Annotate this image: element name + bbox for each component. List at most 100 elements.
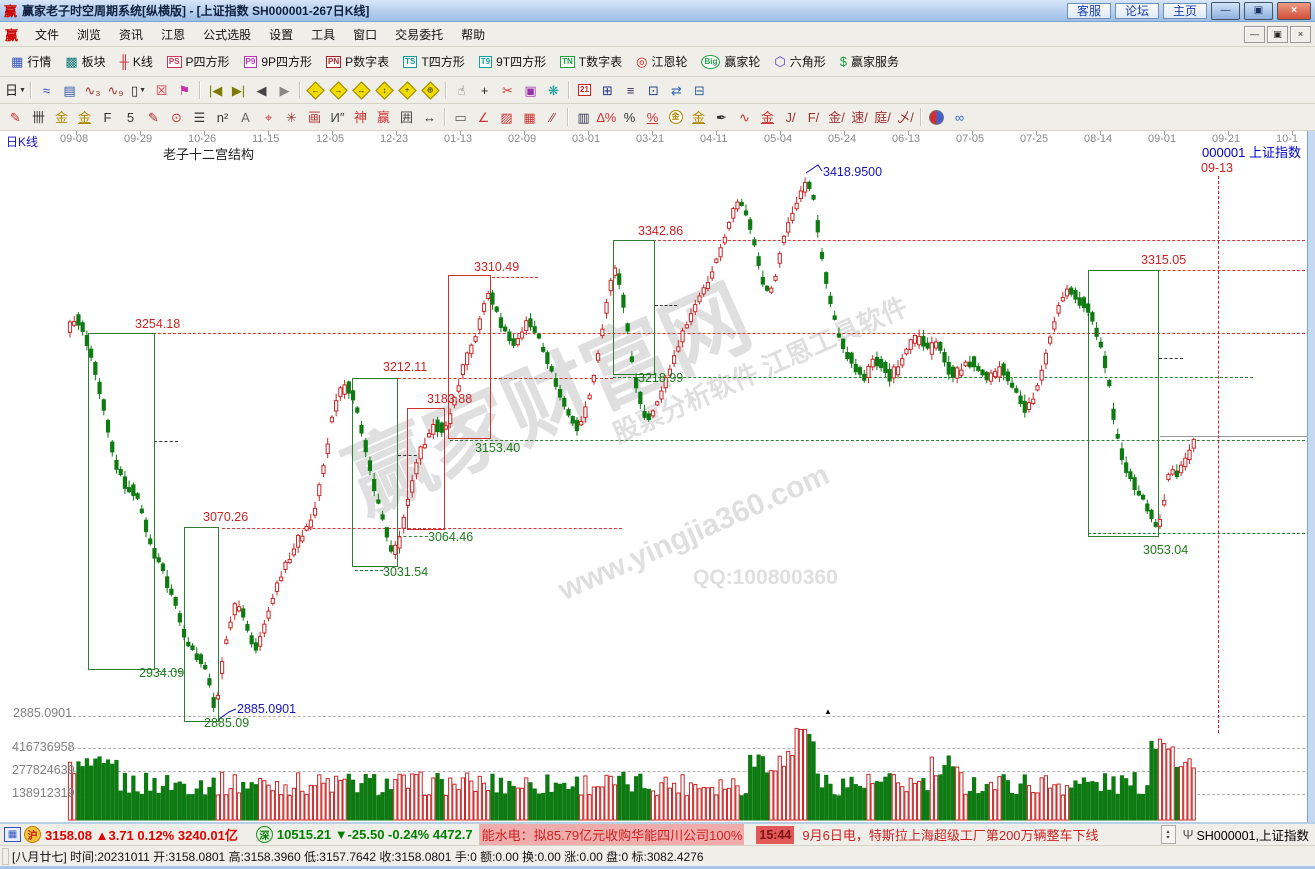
angle-j-tool-button[interactable]: J/: [779, 107, 802, 128]
menu-item-工具[interactable]: 工具: [311, 27, 336, 42]
draw-pen-button[interactable]: ✎: [4, 107, 27, 128]
angle-f-tool-button[interactable]: F/: [802, 107, 825, 128]
expand-vertical-button[interactable]: ↕: [373, 80, 396, 101]
shrink-right-button[interactable]: →: [327, 80, 350, 101]
win-ruler-button[interactable]: 赢: [372, 107, 395, 128]
box-hatch-tool-button[interactable]: ▦: [518, 107, 541, 128]
period-day-button[interactable]: 日 ▼: [4, 80, 27, 101]
gold-line-tool-button[interactable]: 金: [687, 107, 710, 128]
save-button[interactable]: ⊡: [642, 80, 665, 101]
f-ruler-button[interactable]: F: [96, 107, 119, 128]
slash-tool-button[interactable]: ⁄⁄: [541, 107, 564, 128]
child-minimize-button[interactable]: —: [1244, 25, 1265, 43]
candle-style-button[interactable]: ▯ ▼: [127, 80, 150, 101]
menu-item-交易委托[interactable]: 交易委托: [395, 27, 444, 42]
menu-item-帮助[interactable]: 帮助: [461, 27, 486, 42]
color-flag-button[interactable]: ⚑: [173, 80, 196, 101]
zigzag-view-button[interactable]: ≈: [35, 80, 58, 101]
percent-triangle-tool-button[interactable]: ∆%: [595, 107, 618, 128]
cut-tool-button[interactable]: ✂: [496, 80, 519, 101]
quote-grid-icon[interactable]: ▦: [4, 827, 21, 842]
memo-button[interactable]: ≡: [619, 80, 642, 101]
menu-item-公式选股[interactable]: 公式选股: [203, 27, 252, 42]
spinner-up-icon[interactable]: ▴: [1166, 828, 1170, 835]
gann-ruler-button[interactable]: 卌: [27, 107, 50, 128]
box-fan-tool-button[interactable]: ▨: [495, 107, 518, 128]
fan-tool-button[interactable]: ∠: [472, 107, 495, 128]
ink-pen-tool-button[interactable]: ✒: [710, 107, 733, 128]
minimize-button[interactable]: —: [1211, 1, 1240, 20]
spinner-down-icon[interactable]: ▾: [1166, 834, 1170, 841]
menu-item-江恩[interactable]: 江恩: [161, 27, 186, 42]
width-tool-button[interactable]: ↔: [418, 107, 441, 128]
gann-box-button[interactable]: 画: [303, 107, 326, 128]
gold-circle-tool-button[interactable]: 金: [664, 107, 687, 128]
p-table-button[interactable]: PN P数字表: [319, 51, 396, 72]
p-square-button[interactable]: PS P四方形: [160, 51, 237, 72]
gann-wheel-button[interactable]: ◎ 江恩轮: [629, 51, 694, 72]
trend-pen-button[interactable]: A: [234, 107, 257, 128]
child-close-button[interactable]: ×: [1290, 25, 1311, 43]
profile-bars-tool-button[interactable]: ▥: [572, 107, 595, 128]
percent-tool-button[interactable]: %: [618, 107, 641, 128]
calendar-button[interactable]: 21: [573, 80, 596, 101]
restore-button[interactable]: ▣: [1244, 1, 1273, 20]
percent-line-tool-button[interactable]: %: [641, 107, 664, 128]
kline-button[interactable]: ╫ K线: [113, 51, 160, 72]
transfer-button[interactable]: ⇄: [665, 80, 688, 101]
infinity-tool-button[interactable]: ∞: [948, 107, 971, 128]
9t-square-button[interactable]: T9 9T四方形: [472, 51, 553, 72]
info-panel-button[interactable]: ▤: [58, 80, 81, 101]
goto-last-button[interactable]: ▶|: [227, 80, 250, 101]
child-restore-button[interactable]: ▣: [1267, 25, 1288, 43]
plain-ruler-button[interactable]: ☰: [188, 107, 211, 128]
five-ruler-button[interactable]: 5: [119, 107, 142, 128]
hexagon-button[interactable]: ⬡ 六角形: [767, 51, 832, 72]
menu-item-文件[interactable]: 文件: [35, 27, 60, 42]
yinyang-tool-button[interactable]: [925, 107, 948, 128]
ticket-tool-button[interactable]: ▣: [519, 80, 542, 101]
gold-ruler-button[interactable]: 金: [50, 107, 73, 128]
gann-star-button[interactable]: ✳: [280, 107, 303, 128]
gann-compass-button[interactable]: ⌖: [257, 107, 280, 128]
menu-item-资讯[interactable]: 资讯: [119, 27, 144, 42]
step-back-button[interactable]: ◀: [250, 80, 273, 101]
hand-tool-button[interactable]: ☝: [450, 80, 473, 101]
print-button[interactable]: ⊟: [688, 80, 711, 101]
angle-x-tool-button[interactable]: 乄/: [894, 107, 917, 128]
expand-cross-button[interactable]: +: [396, 80, 419, 101]
kline-chart[interactable]: 日K线 老子十二宫结构 000001 上证指数 09-13 09-08 09-29…: [0, 131, 1307, 822]
menu-item-设置[interactable]: 设置: [269, 27, 294, 42]
draw-pen-2-button[interactable]: ✎: [142, 107, 165, 128]
grid-ticket-button[interactable]: 囲: [395, 107, 418, 128]
step-forward-button[interactable]: ▶: [273, 80, 296, 101]
homepage-button[interactable]: 主页: [1163, 2, 1207, 19]
god-ruler-button[interactable]: 神: [349, 107, 372, 128]
calculator-button[interactable]: ⊞: [596, 80, 619, 101]
angle-court-tool-button[interactable]: 庭/: [871, 107, 894, 128]
n2-ruler-button[interactable]: n²: [211, 107, 234, 128]
cycle-gauge-button[interactable]: ⊙: [165, 107, 188, 128]
menu-item-浏览[interactable]: 浏览: [77, 27, 102, 42]
expand-all-button[interactable]: ⊕: [419, 80, 442, 101]
wave-3-button[interactable]: ∿₃: [81, 80, 104, 101]
forum-button[interactable]: 论坛: [1115, 2, 1159, 19]
goto-first-button[interactable]: |◀: [204, 80, 227, 101]
angle-speed-tool-button[interactable]: 速/: [848, 107, 871, 128]
crosshair-tool-button[interactable]: +: [473, 80, 496, 101]
news-ticker[interactable]: 能水电：拟85.79亿元收购华能四川公司100% 15:44 9月6日电，特斯拉…: [478, 824, 1157, 845]
sector-button[interactable]: ▩ 板块: [58, 51, 112, 72]
wave-9-button[interactable]: ∿₉: [104, 80, 127, 101]
t-table-button[interactable]: TN T数字表: [553, 51, 629, 72]
winner-service-button[interactable]: $ 赢家服务: [833, 51, 906, 72]
9p-square-button[interactable]: P9 9P四方形: [237, 51, 319, 72]
customer-service-button[interactable]: 客服: [1067, 2, 1111, 19]
wave-ab-tool-button[interactable]: ∿: [733, 107, 756, 128]
adjust-tool-button[interactable]: И″: [326, 107, 349, 128]
close-button[interactable]: ×: [1277, 1, 1311, 20]
rect-tool-button[interactable]: ▭: [449, 107, 472, 128]
quote-button[interactable]: ▦ 行情: [4, 51, 58, 72]
pattern-box-button[interactable]: ☒: [150, 80, 173, 101]
shrink-left-button[interactable]: ←: [304, 80, 327, 101]
gold-section-tool-button[interactable]: 金: [756, 107, 779, 128]
